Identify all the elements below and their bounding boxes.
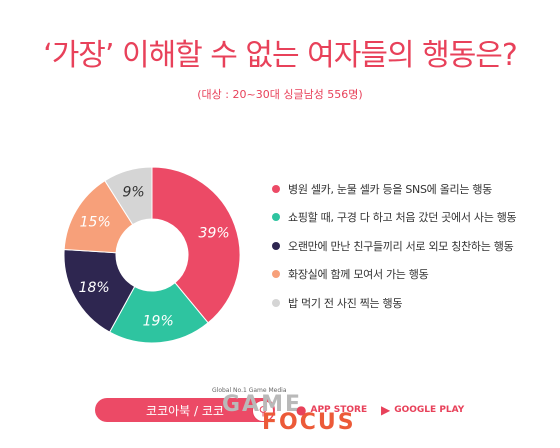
chart-title: ‘가장’ 이해할 수 없는 여자들의 행동은? <box>43 38 518 73</box>
magnifier-icon[interactable]: ⚲ <box>252 400 274 422</box>
legend-item: 화장실에 함께 모여서 가는 행동 <box>272 268 516 281</box>
slice-label-4: 9% <box>122 185 144 201</box>
legend-label: 밥 먹기 전 사진 찍는 행동 <box>288 296 403 310</box>
chart-subtitle: (대상 : 20~30대 싱글남성 556명) <box>197 88 363 101</box>
slice-label-3: 15% <box>80 214 111 230</box>
legend-swatch <box>272 270 280 278</box>
slice-label-0: 39% <box>199 226 230 242</box>
donut-chart: 39% 19% 18% 15% 9% <box>63 166 241 344</box>
app-store-label: APP STORE <box>310 405 368 415</box>
search-text: 코코아북 / 코코 <box>146 403 224 418</box>
legend-label: 병원 셀카, 눈물 셀카 등을 SNS에 올리는 행동 <box>288 182 492 196</box>
donut-slice-1 <box>108 282 209 344</box>
google-play-link[interactable]: ▶ GOOGLE PLAY <box>381 403 464 417</box>
search-bar[interactable]: 코코아북 / 코코 <box>95 398 275 422</box>
legend-label: 오랜만에 만난 친구들끼리 서로 외모 칭찬하는 행동 <box>288 239 514 253</box>
play-icon: ▶ <box>381 403 391 417</box>
logo-focus: FOCUS <box>262 410 356 435</box>
legend-item: 쇼핑할 때, 구경 다 하고 처음 갔던 곳에서 사는 행동 <box>272 211 517 224</box>
legend-swatch <box>272 241 280 250</box>
legend-swatch <box>272 298 280 307</box>
slice-label-2: 18% <box>79 280 110 296</box>
legend-item: 병원 셀카, 눈물 셀카 등을 SNS에 올리는 행동 <box>272 182 516 196</box>
legend-item: 밥 먹기 전 사진 찍는 행동 <box>272 296 516 310</box>
slice-label-1: 19% <box>143 314 174 330</box>
app-store-link[interactable]: ● APP STORE <box>296 403 367 417</box>
google-play-label: GOOGLE PLAY <box>394 405 465 415</box>
apple-icon: ● <box>296 403 307 417</box>
donut-slice-0 <box>151 166 241 324</box>
logo-game: GAME <box>222 392 303 417</box>
legend-item: 오랜만에 만난 친구들끼리 서로 외모 칭찬하는 행동 <box>272 239 516 253</box>
legend-swatch <box>272 213 280 221</box>
legend-swatch <box>272 184 280 193</box>
legend-label: 쇼핑할 때, 구경 다 하고 처음 갔던 곳에서 사는 행동 <box>288 211 517 224</box>
legend-label: 화장실에 함께 모여서 가는 행동 <box>288 268 429 281</box>
donut-slice-4 <box>104 166 153 226</box>
logo-tagline: Global No.1 Game Media <box>212 387 287 394</box>
